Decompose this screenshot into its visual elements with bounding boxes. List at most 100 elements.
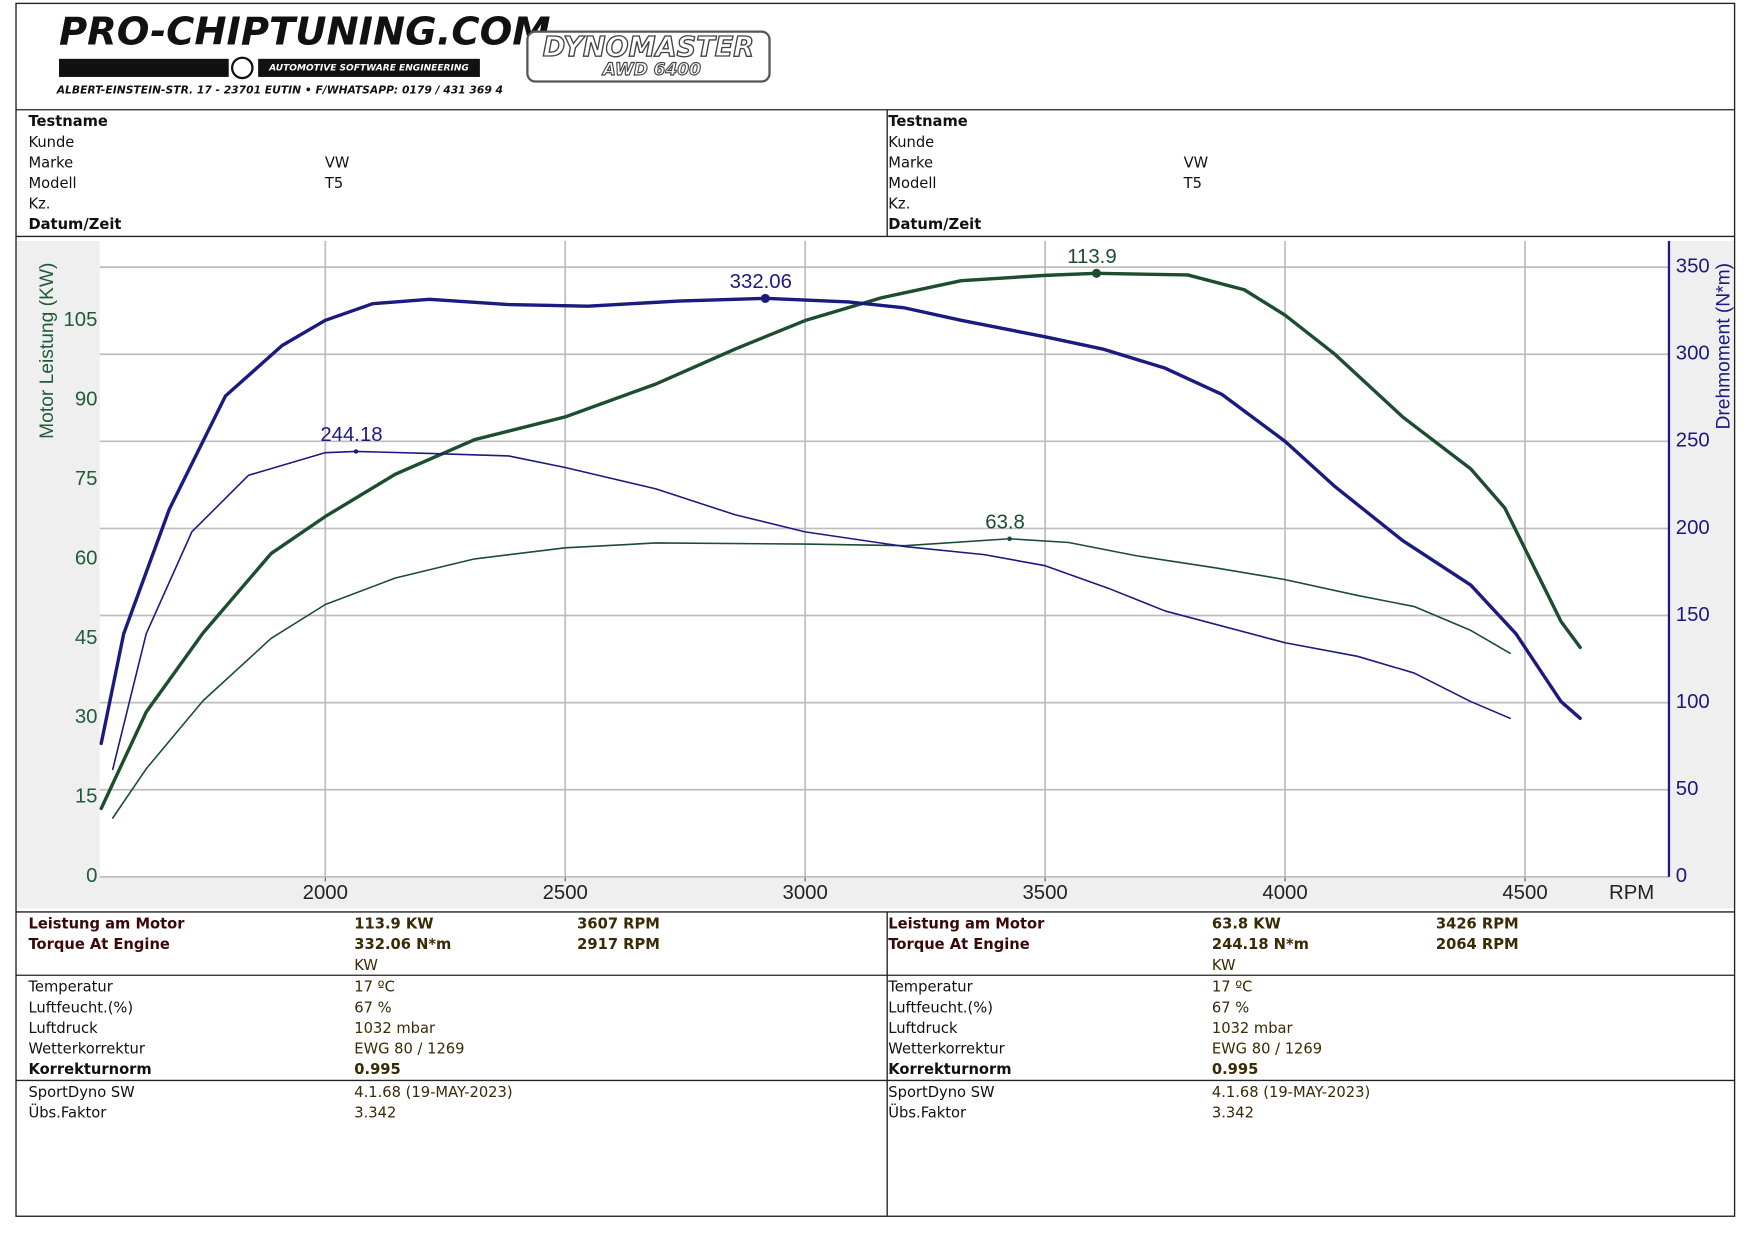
series-line [111, 450, 1511, 771]
x-tick-label: 2500 [543, 882, 588, 904]
result-label: Torque At Engine [28, 936, 169, 953]
tagline: AUTOMOTIVE SOFTWARE ENGINEERING [268, 63, 469, 73]
address: ALBERT-EINSTEIN-STR. 17 - 23701 EUTIN • … [56, 84, 503, 97]
field-label: Testname [888, 113, 967, 130]
dyno-badge [526, 30, 771, 83]
software-label: SportDyno SW [888, 1084, 995, 1101]
peak-marker [1091, 268, 1101, 278]
result-value: 244.18 N*m [1212, 936, 1309, 953]
y-tick-label: 15 [75, 786, 98, 808]
grid: 2000 2500 3000 3500 4000 45000501001502002503… [63, 240, 1710, 904]
field-label: Datum/Zeit [28, 216, 121, 233]
result-label: Torque At Engine [888, 936, 1029, 953]
condition-value: 1032 mbar [1212, 1020, 1294, 1037]
software-value: 4.1.68 (19-MAY-2023) [354, 1084, 512, 1101]
result-rpm: 3426 RPM [1436, 915, 1519, 932]
y-tick-label: 45 [75, 627, 98, 649]
peak-marker [1007, 536, 1012, 542]
field-value: VW [1184, 154, 1209, 171]
condition-label: Wetterkorrektur [28, 1040, 145, 1057]
dyno-brand: DYNOMASTER [543, 32, 754, 63]
field-label: Modell [888, 175, 936, 192]
field-label: Datum/Zeit [888, 216, 981, 233]
peak-label: 63.8 [985, 511, 1025, 533]
software-label: Übs.Faktor [28, 1104, 107, 1122]
table-lines [16, 109, 1735, 1217]
condition-label: Luftdruck [888, 1020, 958, 1037]
peak-label: 244.18 [320, 424, 382, 446]
condition-label: Wetterkorrektur [888, 1040, 1005, 1057]
x-tick-label: 4000 [1262, 882, 1307, 904]
brand: PRO-CHIPTUNING.COM [59, 9, 551, 54]
field-label: Marke [28, 154, 73, 171]
peak-marker [760, 293, 770, 303]
software-value: 3.342 [1212, 1105, 1254, 1122]
field-value: T5 [1183, 175, 1202, 192]
y-tick-label: 60 [75, 547, 98, 569]
condition-value: 67 % [1212, 999, 1249, 1016]
condition-value: 17 ºC [354, 979, 395, 996]
field-label: Testname [28, 113, 107, 130]
y2-tick-label: 50 [1676, 778, 1699, 800]
y2-tick-label: 100 [1676, 691, 1710, 713]
unit: KW [354, 957, 378, 974]
field-label: Kz. [888, 196, 910, 213]
field-value: VW [325, 154, 350, 171]
x-tick-label: 2000 [303, 882, 348, 904]
result-value: 332.06 N*m [354, 936, 451, 953]
condition-label: Temperatur [27, 979, 113, 996]
y2-tick-label: 350 [1676, 255, 1710, 277]
series-line [99, 271, 1582, 811]
x-tick-label: 3500 [1022, 882, 1067, 904]
y2-tick-label: 0 [1676, 865, 1687, 887]
condition-label: Luftfeucht.(%) [28, 999, 133, 1016]
condition-value: 17 ºC [1212, 979, 1253, 996]
y-tick-label: 90 [75, 388, 98, 410]
logo-bar [258, 58, 480, 77]
plot: 113.9 332.06 63.8 244.18 [99, 246, 1582, 819]
condition-value: 67 % [354, 999, 391, 1016]
software-label: Übs.Faktor [888, 1104, 967, 1122]
field-value: T5 [324, 175, 343, 192]
condition-label: Luftdruck [28, 1020, 98, 1037]
y2-tick-label: 300 [1676, 343, 1710, 365]
field-label: Modell [28, 175, 76, 192]
x-tick-label: 4500 [1502, 882, 1547, 904]
result-rpm: 3607 RPM [577, 915, 660, 932]
y-tick-label: 75 [75, 468, 98, 490]
software-value: 3.342 [354, 1105, 396, 1122]
y-tick-label: 105 [63, 309, 97, 331]
result-value: 63.8 KW [1212, 915, 1281, 932]
condition-label: Temperatur [887, 979, 973, 996]
result-value: 113.9 KW [354, 915, 433, 932]
field-label: Marke [888, 154, 933, 171]
y-axis-label: Motor Leistung (KW) [37, 263, 58, 439]
x-axis-label: RPM [1609, 882, 1654, 904]
x-tick-label: 3000 [783, 882, 828, 904]
result-rpm: 2917 RPM [577, 936, 660, 953]
logo-gear [230, 56, 254, 80]
condition-value: EWG 80 / 1269 [1212, 1040, 1322, 1057]
condition-label: Korrekturnorm [888, 1061, 1011, 1078]
result-label: Leistung am Motor [888, 915, 1045, 932]
peak-marker [353, 449, 359, 454]
dyno-model: AWD 6400 [601, 60, 701, 80]
result-rpm: 2064 RPM [1436, 936, 1519, 953]
peak-label: 113.9 [1067, 246, 1116, 268]
condition-label: Luftfeucht.(%) [888, 999, 993, 1016]
condition-value: 0.995 [354, 1061, 400, 1078]
unit: KW [1212, 957, 1236, 974]
software-label: SportDyno SW [28, 1084, 135, 1101]
field-label: Kunde [888, 134, 934, 151]
sheet: Testname Kunde Marke VW Modell T5 Kz. Datum/Zei… [27, 113, 1518, 1121]
y2-tick-label: 150 [1676, 604, 1710, 626]
software-value: 4.1.68 (19-MAY-2023) [1212, 1084, 1370, 1101]
series-line [99, 296, 1582, 746]
condition-value: 0.995 [1212, 1061, 1258, 1078]
peak-label: 332.06 [730, 271, 792, 293]
series-line [111, 537, 1511, 819]
plot-area [99, 240, 1669, 877]
y-tick-label: 30 [75, 706, 98, 728]
condition-value: 1032 mbar [354, 1020, 436, 1037]
